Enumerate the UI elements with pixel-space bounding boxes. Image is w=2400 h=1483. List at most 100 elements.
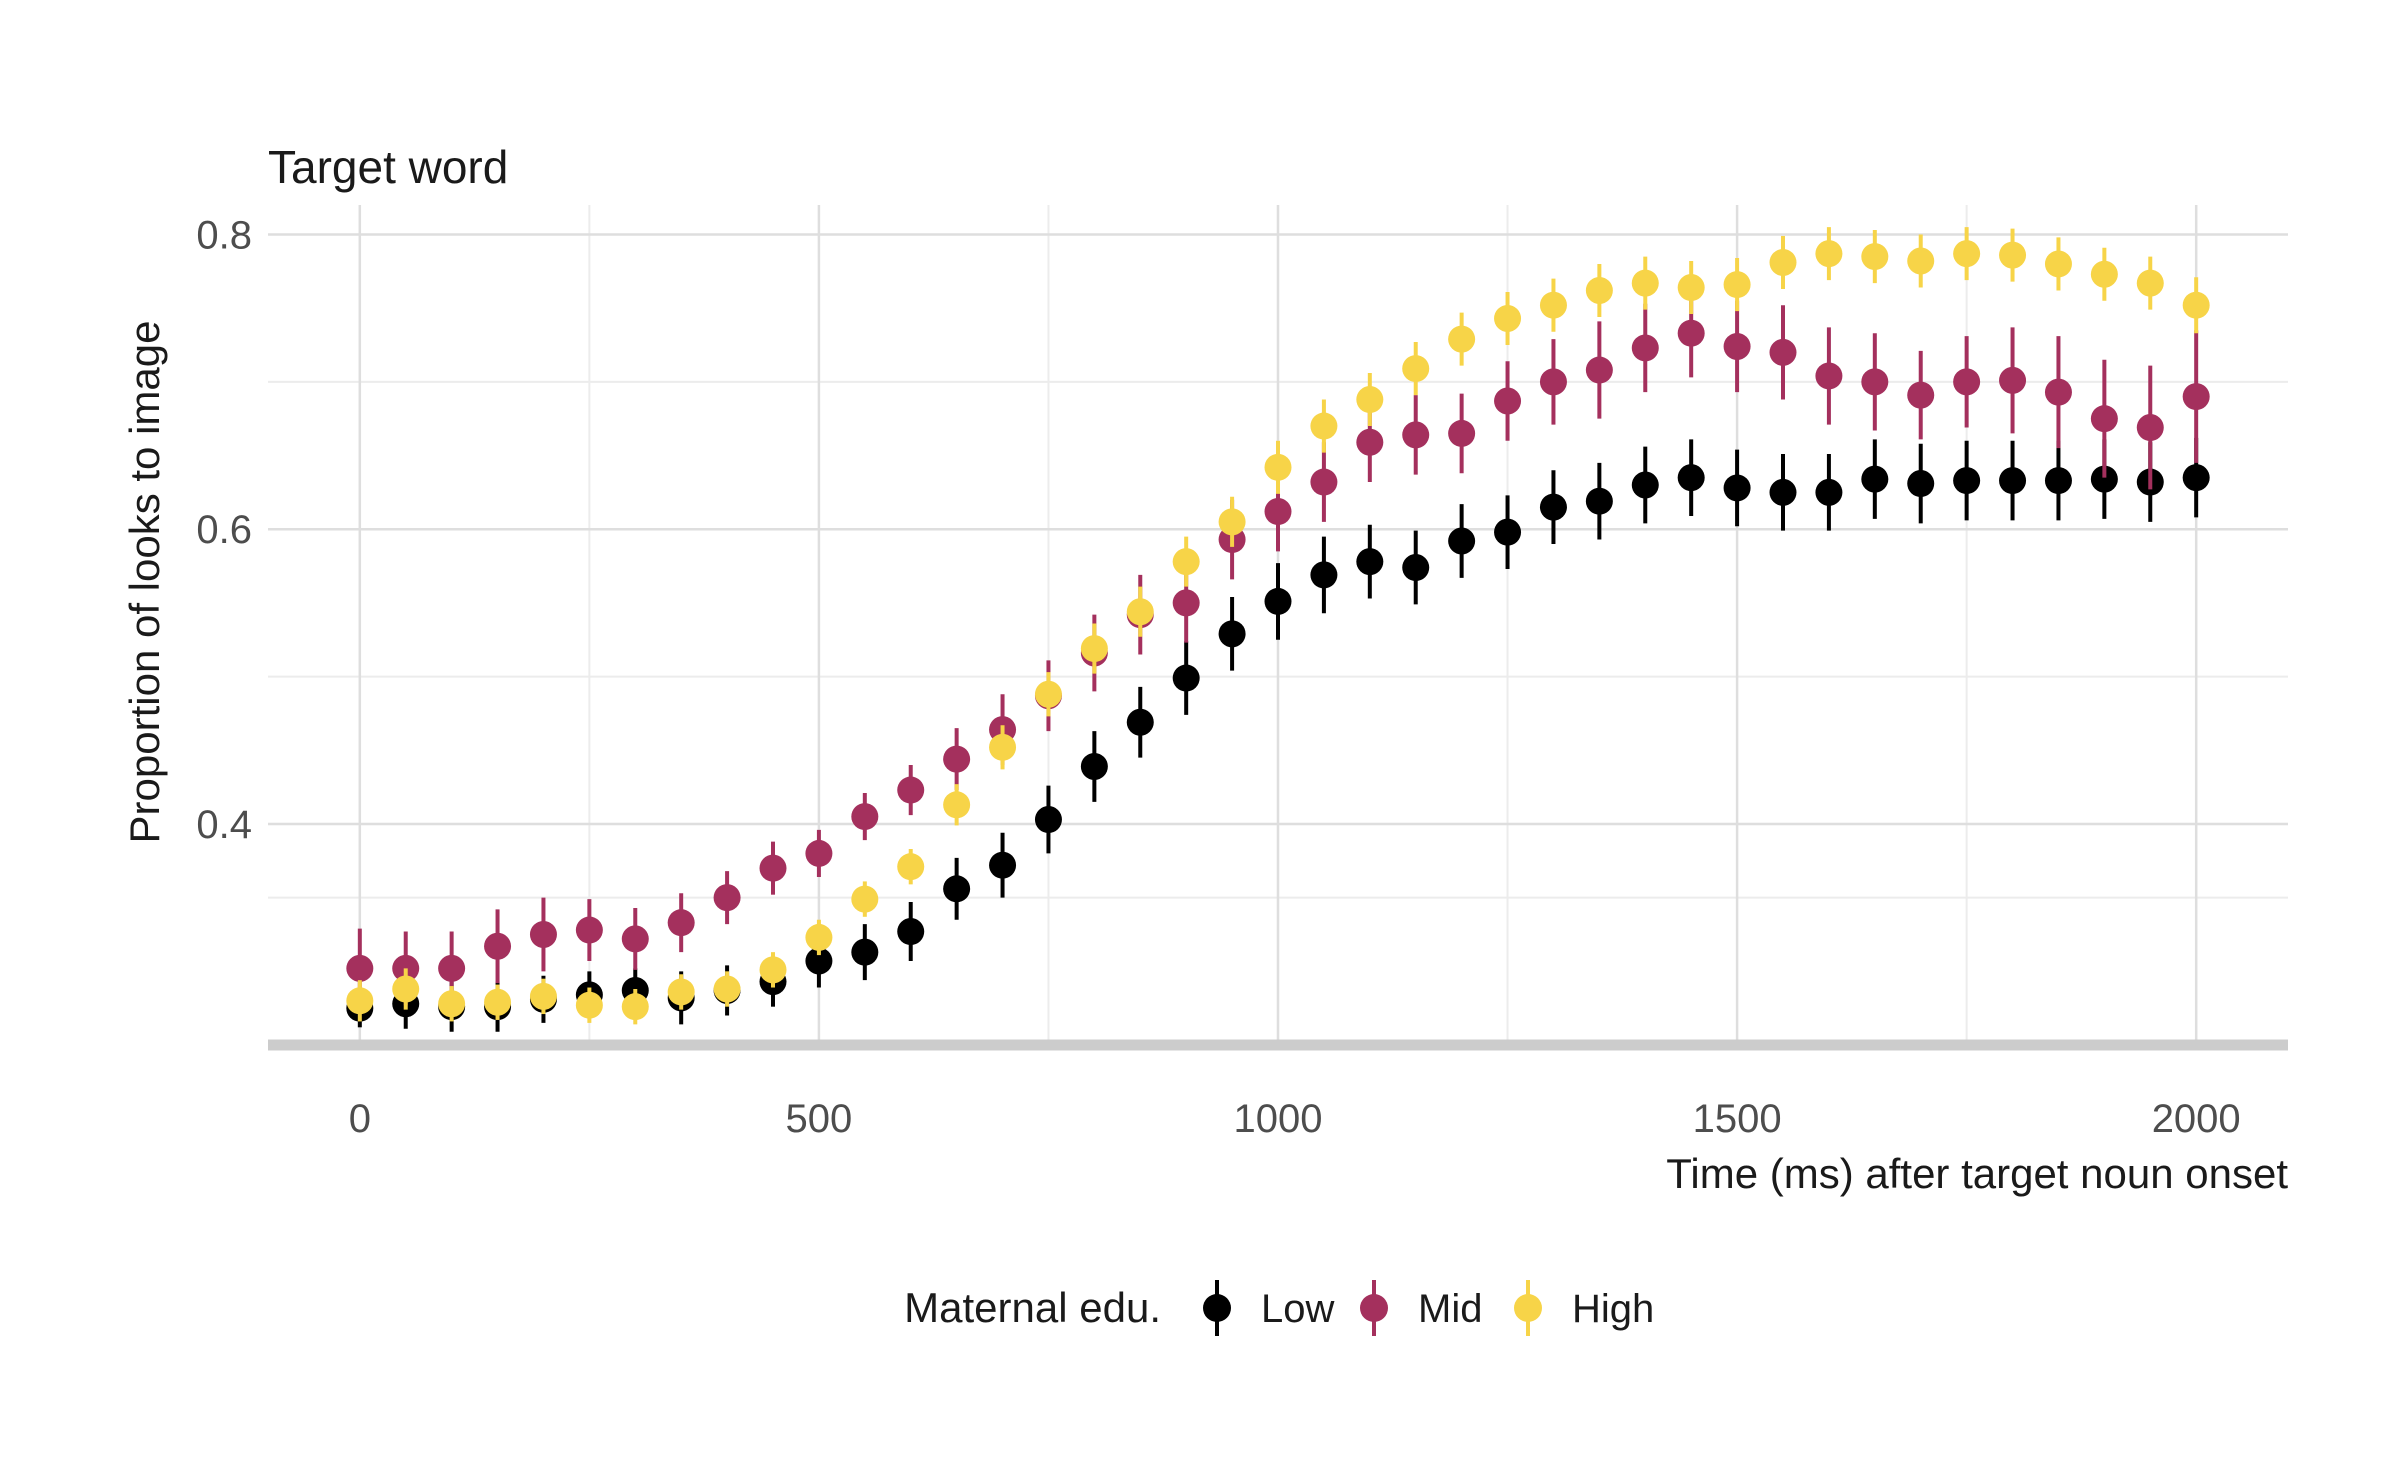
data-point xyxy=(1448,419,1476,447)
data-point xyxy=(897,918,925,946)
legend-entry-mid: Mid xyxy=(1360,1280,1482,1336)
data-point xyxy=(1907,247,1935,275)
data-point xyxy=(897,853,925,881)
data-point xyxy=(759,854,787,882)
data-point xyxy=(1356,386,1384,414)
legend-label: High xyxy=(1572,1287,1654,1331)
data-point xyxy=(1585,356,1613,384)
data-point xyxy=(1631,269,1659,297)
data-point xyxy=(1448,527,1476,555)
x-tick-label: 1500 xyxy=(1693,1097,1782,1141)
data-point xyxy=(2182,464,2210,492)
data-point xyxy=(1815,362,1843,390)
data-point xyxy=(1172,548,1200,576)
data-point xyxy=(621,925,649,953)
data-point xyxy=(438,954,466,982)
data-point xyxy=(1126,708,1154,736)
data-point xyxy=(575,991,603,1019)
data-point xyxy=(346,954,374,982)
x-tick-label: 1000 xyxy=(1234,1097,1323,1141)
data-point xyxy=(1264,453,1292,481)
data-point xyxy=(2044,467,2072,495)
y-tick-labels: 0.4 0.6 0.8 xyxy=(196,213,252,846)
data-point xyxy=(1539,368,1567,396)
data-point xyxy=(943,791,971,819)
data-point xyxy=(851,885,879,913)
data-point xyxy=(1310,561,1338,589)
data-point xyxy=(1723,332,1751,360)
data-point xyxy=(1953,368,1981,396)
data-point xyxy=(2090,405,2118,433)
data-point xyxy=(1264,587,1292,615)
data-point xyxy=(667,909,695,937)
data-point xyxy=(1539,493,1567,521)
data-point xyxy=(529,920,557,948)
data-point xyxy=(575,916,603,944)
series-high xyxy=(346,227,2210,1025)
data-point xyxy=(1172,664,1200,692)
data-point xyxy=(1494,518,1522,546)
x-tick-labels: 0 500 1000 1500 2000 xyxy=(349,1097,2241,1141)
data-point xyxy=(989,733,1017,761)
data-point xyxy=(1126,598,1154,626)
chart-title: Target word xyxy=(268,141,508,193)
data-point xyxy=(1999,467,2027,495)
y-tick-label: 0.6 xyxy=(196,508,252,552)
data-point xyxy=(1861,243,1889,271)
data-point xyxy=(1264,498,1292,526)
data-point xyxy=(805,923,833,951)
x-axis-title: Time (ms) after target noun onset xyxy=(1666,1150,2288,1197)
data-point xyxy=(713,884,741,912)
legend-key-point xyxy=(1360,1294,1388,1322)
data-point xyxy=(1494,304,1522,332)
data-point xyxy=(1356,428,1384,456)
data-point xyxy=(1907,381,1935,409)
data-point xyxy=(943,875,971,903)
data-point xyxy=(1953,467,1981,495)
y-axis-title: Proportion of looks to image xyxy=(121,321,168,844)
data-point xyxy=(529,982,557,1010)
data-point xyxy=(713,975,741,1003)
data-point xyxy=(2044,378,2072,406)
data-point xyxy=(667,978,695,1006)
data-point xyxy=(1769,338,1797,366)
legend-entries: Low Mid High xyxy=(1203,1280,1654,1336)
data-point xyxy=(1723,271,1751,299)
data-point xyxy=(989,851,1017,879)
legend-label: Mid xyxy=(1418,1287,1482,1331)
data-point xyxy=(1310,412,1338,440)
data-point xyxy=(1448,325,1476,353)
data-point xyxy=(438,990,466,1018)
y-tick-label: 0.4 xyxy=(196,803,252,847)
data-point xyxy=(1723,474,1751,502)
data-point xyxy=(1494,387,1522,415)
data-point xyxy=(2090,260,2118,288)
data-point xyxy=(1310,468,1338,496)
data-point xyxy=(1172,589,1200,617)
y-tick-label: 0.8 xyxy=(196,213,252,257)
data-marks xyxy=(346,227,2210,1032)
legend-label: Low xyxy=(1261,1287,1334,1331)
data-point xyxy=(1539,291,1567,319)
data-point xyxy=(1677,319,1705,347)
data-point xyxy=(805,947,833,975)
data-point xyxy=(484,932,512,960)
data-point xyxy=(2136,414,2164,442)
data-point xyxy=(1677,464,1705,492)
data-point xyxy=(2090,465,2118,493)
data-point xyxy=(1999,241,2027,269)
data-point xyxy=(1402,421,1430,449)
data-point xyxy=(1218,620,1246,648)
data-point xyxy=(2182,383,2210,411)
data-point xyxy=(1907,470,1935,498)
data-point xyxy=(805,839,833,867)
data-point xyxy=(1999,366,2027,394)
data-point xyxy=(851,803,879,831)
data-point xyxy=(2182,291,2210,319)
data-point xyxy=(943,745,971,773)
legend-key-point xyxy=(1514,1294,1542,1322)
data-point xyxy=(1080,635,1108,663)
legend-entry-high: High xyxy=(1514,1280,1654,1336)
data-point xyxy=(484,988,512,1016)
